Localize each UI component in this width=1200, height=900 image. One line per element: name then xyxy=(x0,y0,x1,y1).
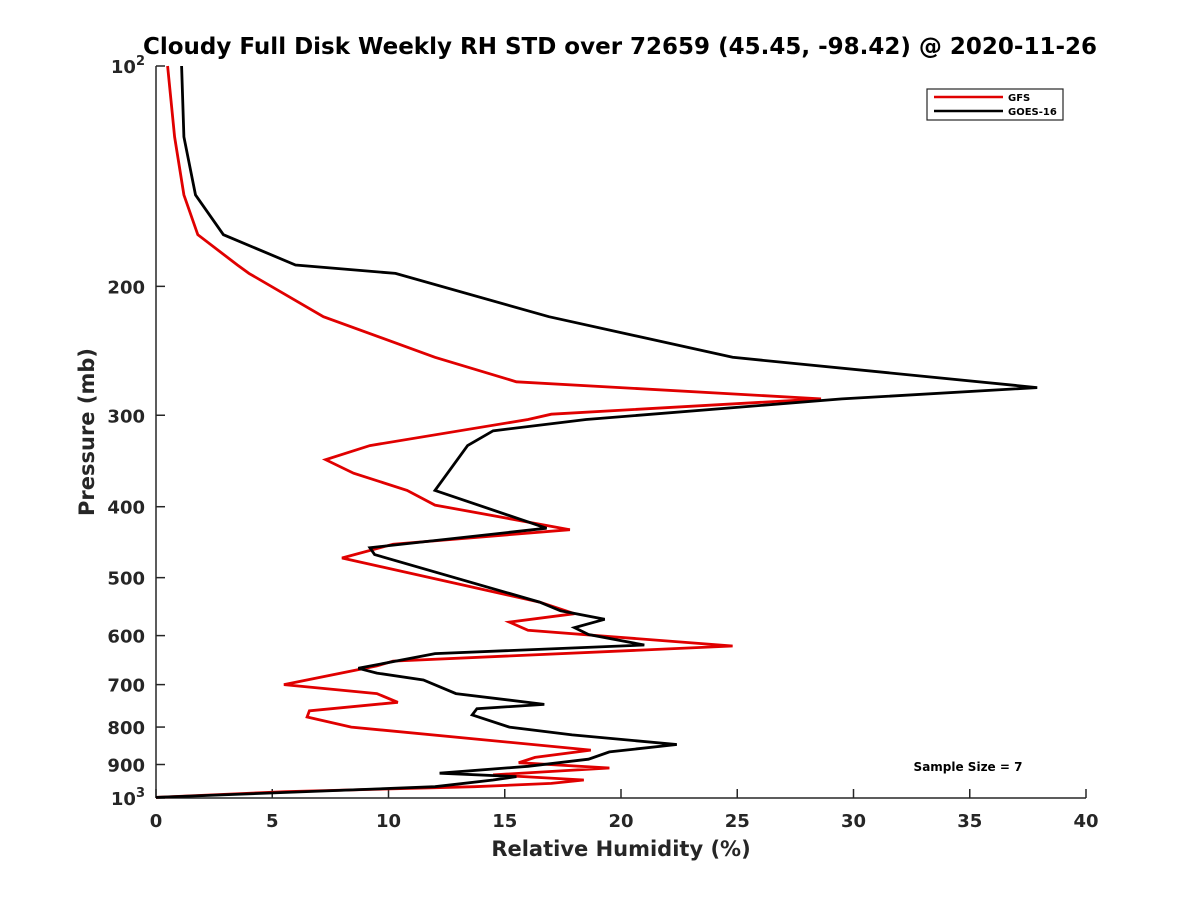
x-tick-label: 30 xyxy=(841,811,866,832)
y-tick-label: 500 xyxy=(107,569,145,590)
x-ticks: 0 5 10 15 20 25 30 35 40 xyxy=(150,789,1099,832)
y-tick-label: 700 xyxy=(107,676,145,697)
legend: GFS GOES-16 xyxy=(926,88,1064,121)
x-tick-label: 25 xyxy=(725,811,750,832)
x-tick-label: 20 xyxy=(608,811,633,832)
x-tick-label: 0 xyxy=(150,811,163,832)
y-tick-label: 300 xyxy=(107,406,145,427)
y-tick-label: 800 xyxy=(107,718,145,739)
y-tick-label: 102 xyxy=(111,54,145,78)
legend-label-gfs: GFS xyxy=(1008,93,1030,104)
y-tick-label: 900 xyxy=(107,756,145,777)
series-line-goes16 xyxy=(155,65,1038,799)
x-tick-label: 35 xyxy=(957,811,982,832)
y-tick-label: 200 xyxy=(107,277,145,298)
legend-box xyxy=(926,88,1064,121)
x-tick-label: 15 xyxy=(492,811,517,832)
x-tick-label: 40 xyxy=(1073,811,1098,832)
sample-size-annotation: Sample Size = 7 xyxy=(914,760,1023,774)
y-ticks: 102 200 300 400 500 600 700 800 900 103 xyxy=(107,54,165,810)
series-lines xyxy=(155,65,1038,799)
chart-title: Cloudy Full Disk Weekly RH STD over 7265… xyxy=(143,34,1097,60)
y-axis-label: Pressure (mb) xyxy=(75,348,99,516)
x-tick-label: 10 xyxy=(376,811,401,832)
x-tick-label: 5 xyxy=(266,811,279,832)
y-tick-label: 600 xyxy=(107,627,145,648)
legend-label-goes16: GOES-16 xyxy=(1008,107,1057,118)
y-tick-label: 103 xyxy=(111,786,145,810)
y-tick-label: 400 xyxy=(107,498,145,519)
x-axis-label: Relative Humidity (%) xyxy=(491,837,750,861)
